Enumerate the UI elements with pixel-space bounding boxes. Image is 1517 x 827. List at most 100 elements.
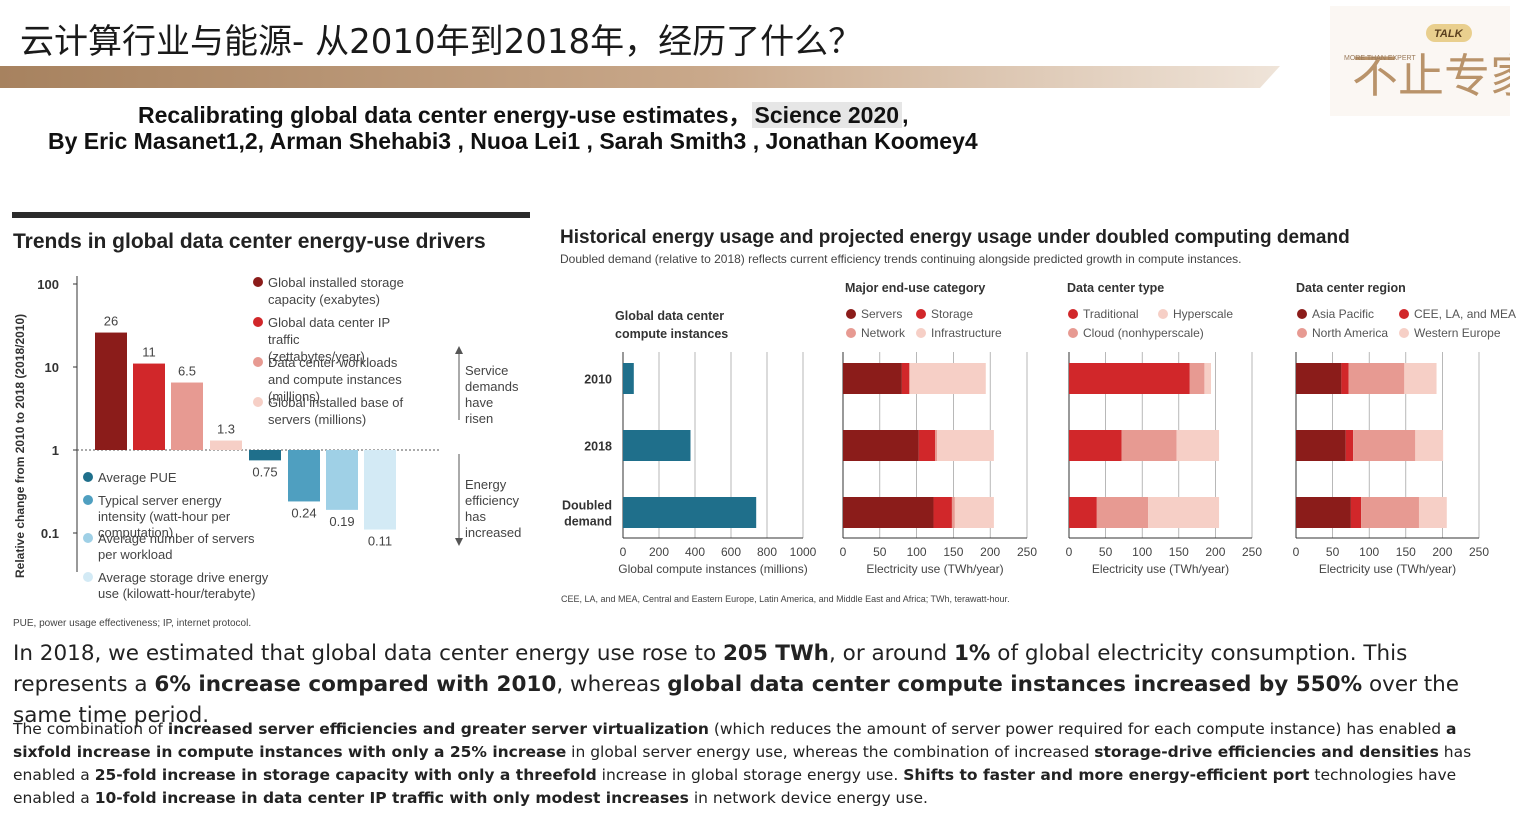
bar-segment [1069,430,1122,461]
bar-segment [1176,430,1220,461]
bar-segment [1348,363,1405,394]
x-tick-label: 150 [1169,545,1189,559]
bar-value-label: 0.19 [329,514,354,529]
y-tick-label: 100 [37,277,59,292]
x-tick-label: 100 [907,545,927,559]
right-chart-title: Historical energy usage and projected en… [560,227,1350,248]
energy-usage-panels: 2010 2018 Doubled demand Global data center c… [561,281,1516,604]
legend-label: Global data center IP traffic (zettabytes/… [268,315,390,364]
row-label: Doubled demand [562,499,612,529]
bar-segment [1069,497,1097,528]
right-footnote: CEE, LA, and MEA, Central and Eastern Eu… [561,594,1010,604]
summary-run: of global electricity consumption. This … [13,641,1408,697]
legend-swatch [253,277,263,287]
x-tick-label: 200 [980,545,1000,559]
annotation-service: Service demands have risen [465,363,519,426]
bar-value-label: 6.5 [178,364,196,379]
legend-swatch [916,309,926,319]
summary-run: over the same time period. [13,672,1460,728]
detail-run: has enabled a [13,743,1472,784]
legend-swatch [83,472,93,482]
legend-swatch [1399,328,1409,338]
bar-2 [133,363,165,450]
detail-run: increase in global storage energy use. [596,766,904,784]
legend-label: Hyperscale [1173,307,1233,321]
summary-run: In 2018, we estimated that global data c… [13,641,723,666]
x-tick-label: 0 [1066,545,1073,559]
citation-paper-title: Recalibrating global data center energy-… [138,102,752,128]
detail-paragraph: The combination of increased server effi… [13,718,1508,810]
x-axis-label: Electricity use (TWh/year) [1319,562,1456,576]
summary-run: 1% [953,641,991,666]
x-tick-label: 50 [1099,545,1113,559]
bar-segment [1418,497,1447,528]
arrow-down-head [455,538,463,546]
bar-segment [1350,497,1362,528]
bar-segment [1345,430,1354,461]
bar-segment [935,430,938,461]
legend-swatch [83,533,93,543]
citation-authors: By Eric Masanet1,2, Arman Shehabi3 , Nuo… [48,128,978,154]
panel-title: Data center type [1067,281,1164,295]
bar-5 [249,450,281,461]
citation-comma: , [902,102,909,128]
arrow-up-head [455,346,463,354]
detail-run: 10-fold increase in data center IP traff… [94,789,689,807]
x-tick-label: 800 [757,545,777,559]
legend-swatch [1399,309,1409,319]
bar-value-label: 11 [142,345,156,360]
x-tick-label: 0 [840,545,847,559]
legend-label: Infrastructure [931,326,1002,340]
summary-run: global data center compute instances inc… [667,672,1363,697]
x-tick-label: 50 [1326,545,1340,559]
bar-segment [843,430,919,461]
left-footnote: PUE, power usage effectiveness; IP, inte… [13,618,251,629]
panel-title: Major end-use category [845,281,985,295]
x-tick-label: 0 [620,545,627,559]
annotation-efficiency: Energy efficiency has increased [465,477,521,540]
bar-1 [95,332,127,450]
x-tick-label: 200 [649,545,669,559]
legend-label: Western Europe [1414,326,1501,340]
legend-label: Traditional [1083,307,1139,321]
x-tick-label: 250 [1242,545,1262,559]
detail-run: in global server energy use, whereas the… [566,743,1095,761]
slide-title: 云计算行业与能源- 从2010年到2018年，经历了什么？ [20,22,863,62]
x-axis-label: Electricity use (TWh/year) [1092,562,1229,576]
legend-label: Asia Pacific [1312,307,1374,321]
detail-run: technologies have enabled a [13,766,1457,807]
bar-segment [843,497,934,528]
bar-6 [288,450,320,502]
left-chart-title: Trends in global data center energy-use … [13,230,486,253]
legend-swatch [83,495,93,505]
x-tick-label: 400 [685,545,705,559]
legend-swatch [846,328,856,338]
bar-value-label: 0.11 [368,534,392,549]
legend-label: CEE, LA, and MEA [1414,307,1516,321]
bar-segment [623,430,691,461]
bar-segment [901,363,910,394]
legend-swatch [1297,328,1307,338]
legend-label: Global installed storage capacity (exabyt… [268,275,404,307]
legend-swatch [83,572,93,582]
x-tick-label: 150 [1396,545,1416,559]
detail-run: 25-fold increase in storage capacity wit… [94,766,597,784]
bar-segment [951,497,955,528]
detail-run: Shifts to faster and more energy-efficie… [903,766,1310,784]
summary-paragraph: In 2018, we estimated that global data c… [13,638,1503,731]
legend-label: Storage [931,307,973,321]
bar-segment [1404,363,1437,394]
summary-run: 6% increase compared with 2010 [154,672,557,697]
legend-label: Typical server energy intensity (watt-hou… [98,493,231,540]
x-tick-label: 200 [1432,545,1452,559]
panel-title: Global data center compute instances [615,309,728,341]
bar-segment [1069,363,1190,394]
bar-segment [623,363,634,394]
x-tick-label: 600 [721,545,741,559]
row-label: 2018 [584,440,612,454]
bar-segment [1296,497,1351,528]
logo-small-text: MORE THAN EXPERT [1344,55,1416,62]
x-tick-label: 250 [1469,545,1489,559]
bar-7 [326,450,358,510]
legend-label: Global installed base of servers (million… [268,395,404,427]
